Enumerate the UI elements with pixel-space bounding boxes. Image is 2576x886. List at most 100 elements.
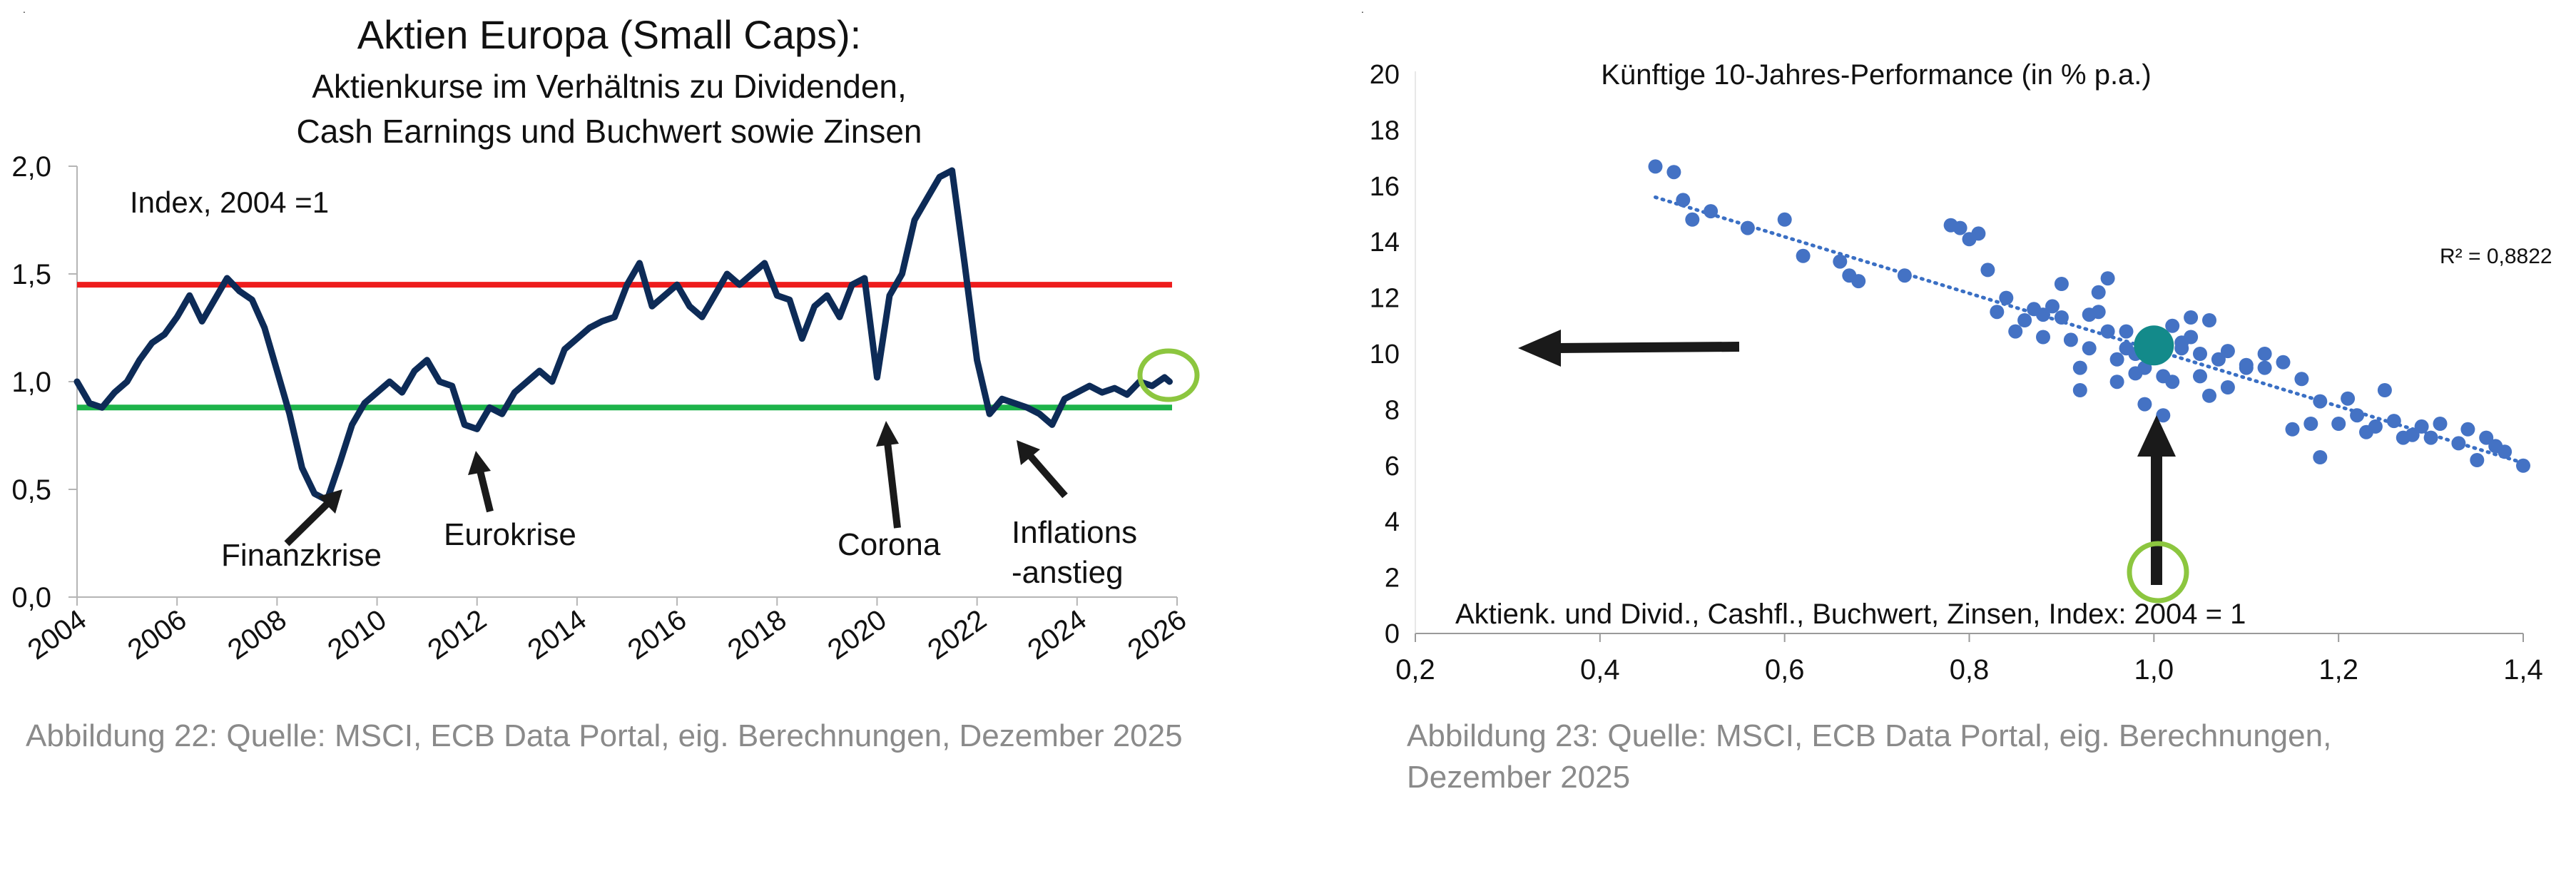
annotation-corona: Corona: [838, 421, 941, 562]
arrowhead-inflation: [1017, 440, 1040, 465]
scatter-point: [2091, 285, 2106, 300]
scatter-point: [1833, 254, 1848, 269]
scatter-points: [1648, 159, 2530, 473]
scatter-point: [2109, 352, 2124, 367]
scatter-point: [2054, 310, 2069, 325]
scatter-point: [1971, 226, 1986, 241]
scatter-point: [2054, 277, 2069, 291]
left-x-tick-label: 2026: [1122, 604, 1192, 666]
right-x-axis-label: Aktienk. und Divid., Cashfl., Buchwert, …: [1455, 599, 2246, 630]
arrowhead-finanzkrise: [318, 489, 342, 514]
series-line-index: [73, 167, 1173, 504]
right-y-tick-label: 0: [1385, 619, 1400, 649]
annotation-eurokrise: Eurokrise: [444, 451, 576, 552]
scatter-point: [1777, 212, 1792, 227]
right-x-tick-label: 0,8: [1950, 654, 1990, 686]
scatter-point: [2396, 430, 2410, 445]
scatter-point: [2257, 360, 2272, 375]
arrow-left-group: [1518, 330, 1740, 367]
left-y-tick-label: 0,5: [11, 474, 51, 506]
left-caption: Abbildung 22: Quelle: MSCI, ECB Data Por…: [26, 718, 1183, 753]
r2-label: R² = 0,8822: [2440, 245, 2552, 268]
scatter-point: [2008, 324, 2023, 339]
scatter-point: [2341, 391, 2356, 406]
scatter-point: [2193, 347, 2207, 361]
scatter-point: [2257, 347, 2272, 361]
left-x-tick-label: 2012: [422, 604, 492, 666]
scatter-point: [2202, 313, 2216, 327]
scatter-point: [2165, 375, 2180, 389]
scatter-point: [2045, 299, 2060, 314]
scatter-point: [1666, 165, 1681, 180]
scatter-point: [2470, 453, 2485, 467]
right-y-tick-label: 2: [1385, 564, 1400, 594]
arrowhead-eurokrise: [468, 451, 491, 475]
left-x-tick-label: 2008: [222, 604, 292, 666]
left-y-tick-label: 1,5: [11, 259, 51, 290]
scatter-point: [2313, 394, 2328, 409]
arrow-left-shaft: [1554, 342, 1740, 353]
scatter-point: [2156, 408, 2171, 423]
left-x-tick-label: 2022: [922, 604, 992, 666]
scatter-point: [2082, 341, 2097, 356]
scatter-point: [2285, 422, 2300, 437]
right-y-tick-label: 6: [1385, 452, 1400, 482]
scatter-point: [2414, 419, 2429, 434]
page-mark-right: .: [1361, 4, 1364, 15]
scatter-point: [2516, 458, 2530, 473]
scatter-point: [1953, 220, 1967, 235]
label-inflation-1: Inflations: [1012, 515, 1137, 550]
scatter-point: [2331, 417, 2346, 431]
right-y-tick-label: 18: [1370, 116, 1400, 146]
right-x-tick-label: 0,4: [1580, 654, 1620, 686]
scatter-point: [2100, 271, 2115, 286]
scatter-point: [2433, 417, 2448, 431]
scatter-point: [2119, 324, 2134, 339]
scatter-point: [2377, 383, 2392, 397]
scatter-point: [1990, 305, 2005, 320]
scatter-point: [2202, 388, 2216, 403]
trendline: [1653, 195, 2525, 465]
page-mark-left: .: [23, 4, 26, 15]
left-x-tick-label: 2024: [1022, 604, 1092, 666]
label-eurokrise: Eurokrise: [444, 517, 576, 552]
current-value-circle: [1137, 348, 1200, 402]
left-title-line-3: Cash Earnings und Buchwert sowie Zinsen: [296, 113, 922, 150]
right-x-tick-label: 0,2: [1395, 654, 1435, 686]
scatter-point: [1851, 274, 1866, 289]
arrow-finanzkrise: [284, 500, 331, 546]
scatter-point: [2072, 360, 2087, 375]
left-title-line-2: Aktienkurse im Verhältnis zu Dividenden,: [312, 68, 907, 105]
scatter-point: [2460, 422, 2475, 437]
right-y-tick-label: 20: [1370, 60, 1400, 90]
scatter-point: [2294, 372, 2309, 387]
left-y-tick-label: 2,0: [11, 151, 51, 183]
right-chart: 0 2 4 6 8 10 12 14 16 18 20 0,2 0,4 0,6 0,8 1,0 1,2 1,4 K…: [1370, 59, 2552, 795]
scatter-point: [2193, 369, 2207, 384]
arrow-left-head: [1518, 330, 1561, 367]
right-y-tick-label: 8: [1385, 395, 1400, 425]
scatter-point: [2109, 375, 2124, 389]
scatter-point: [2137, 397, 2152, 412]
left-x-tick-label: 2018: [722, 604, 792, 666]
label-finanzkrise: Finanzkrise: [221, 538, 382, 573]
right-x-tick-label: 0,6: [1765, 654, 1805, 686]
arrow-inflation: [1028, 454, 1068, 499]
scatter-point: [2451, 436, 2466, 451]
scatter-point: [2100, 324, 2115, 339]
scatter-point: [2082, 307, 2097, 322]
scatter-point: [1897, 268, 1912, 283]
right-y-tick-label: 4: [1385, 507, 1400, 537]
annotation-inflation: Inflations -anstieg: [1012, 440, 1137, 590]
scatter-point: [2220, 380, 2235, 394]
right-title: Künftige 10-Jahres-Performance (in % p.a…: [1601, 59, 2151, 91]
scatter-point: [1676, 193, 1691, 208]
left-y-tick-label: 0,0: [11, 582, 51, 613]
current-value-circle-right: [2127, 541, 2189, 604]
scatter-point: [2350, 408, 2365, 423]
scatter-point: [2165, 318, 2180, 333]
scatter-point: [2063, 332, 2078, 347]
arrow-up-group: [2137, 415, 2176, 585]
scatter-point: [1740, 220, 1755, 235]
